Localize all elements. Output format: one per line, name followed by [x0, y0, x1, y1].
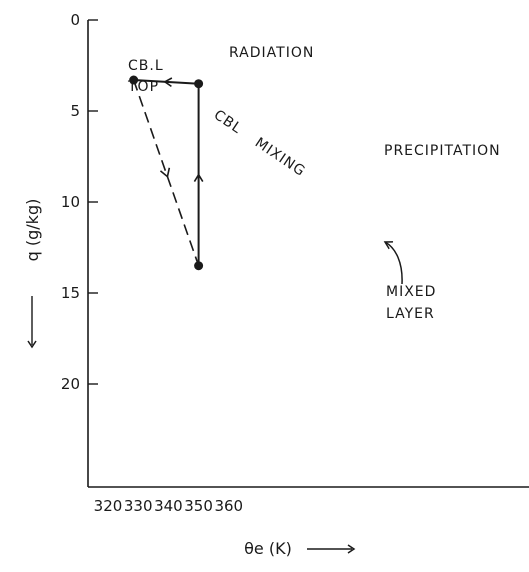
x-tick-label: 340 [154, 497, 183, 515]
y-tick-label: 10 [61, 193, 80, 211]
y-axis-ticks [88, 19, 98, 385]
x-axis-tick-labels: 320 330 340 350 360 [94, 497, 243, 515]
cbl-top-label-line2: TOP [127, 79, 159, 95]
x-tick-label: 330 [124, 497, 153, 515]
cbl-mixing-direction-arrow [159, 167, 171, 179]
mixed-layer-label-line1: MIXED [386, 284, 436, 300]
y-axis-tick-labels: 0 5 10 15 20 [61, 11, 80, 393]
cbl-mixing-path [132, 79, 200, 266]
x-tick-label: 360 [214, 497, 243, 515]
x-tick-label: 320 [94, 497, 123, 515]
y-tick-label: 20 [61, 375, 80, 393]
y-axis-title: q (g/kg) [23, 199, 42, 262]
cbl-top-label-line1: CB.L [128, 58, 164, 74]
point-mixed-layer [194, 261, 204, 271]
radiation-label: RADIATION [229, 45, 314, 61]
y-tick-label: 15 [61, 284, 80, 302]
precipitation-label: PRECIPITATION [384, 143, 501, 159]
mixed-layer-pointer-arrow [385, 242, 403, 285]
radiation-direction-arrow [163, 77, 173, 88]
point-cbl-top [129, 75, 139, 85]
x-tick-label: 350 [184, 497, 213, 515]
mixed-layer-label-line2: LAYER [386, 306, 435, 322]
precipitation-direction-arrow [193, 173, 204, 182]
y-tick-label: 0 [70, 11, 80, 29]
x-axis-title: θe (K) [244, 539, 292, 558]
y-tick-label: 5 [70, 102, 80, 120]
cbl-mixing-label: CBL MIXING [211, 107, 309, 180]
point-corner [194, 79, 204, 89]
